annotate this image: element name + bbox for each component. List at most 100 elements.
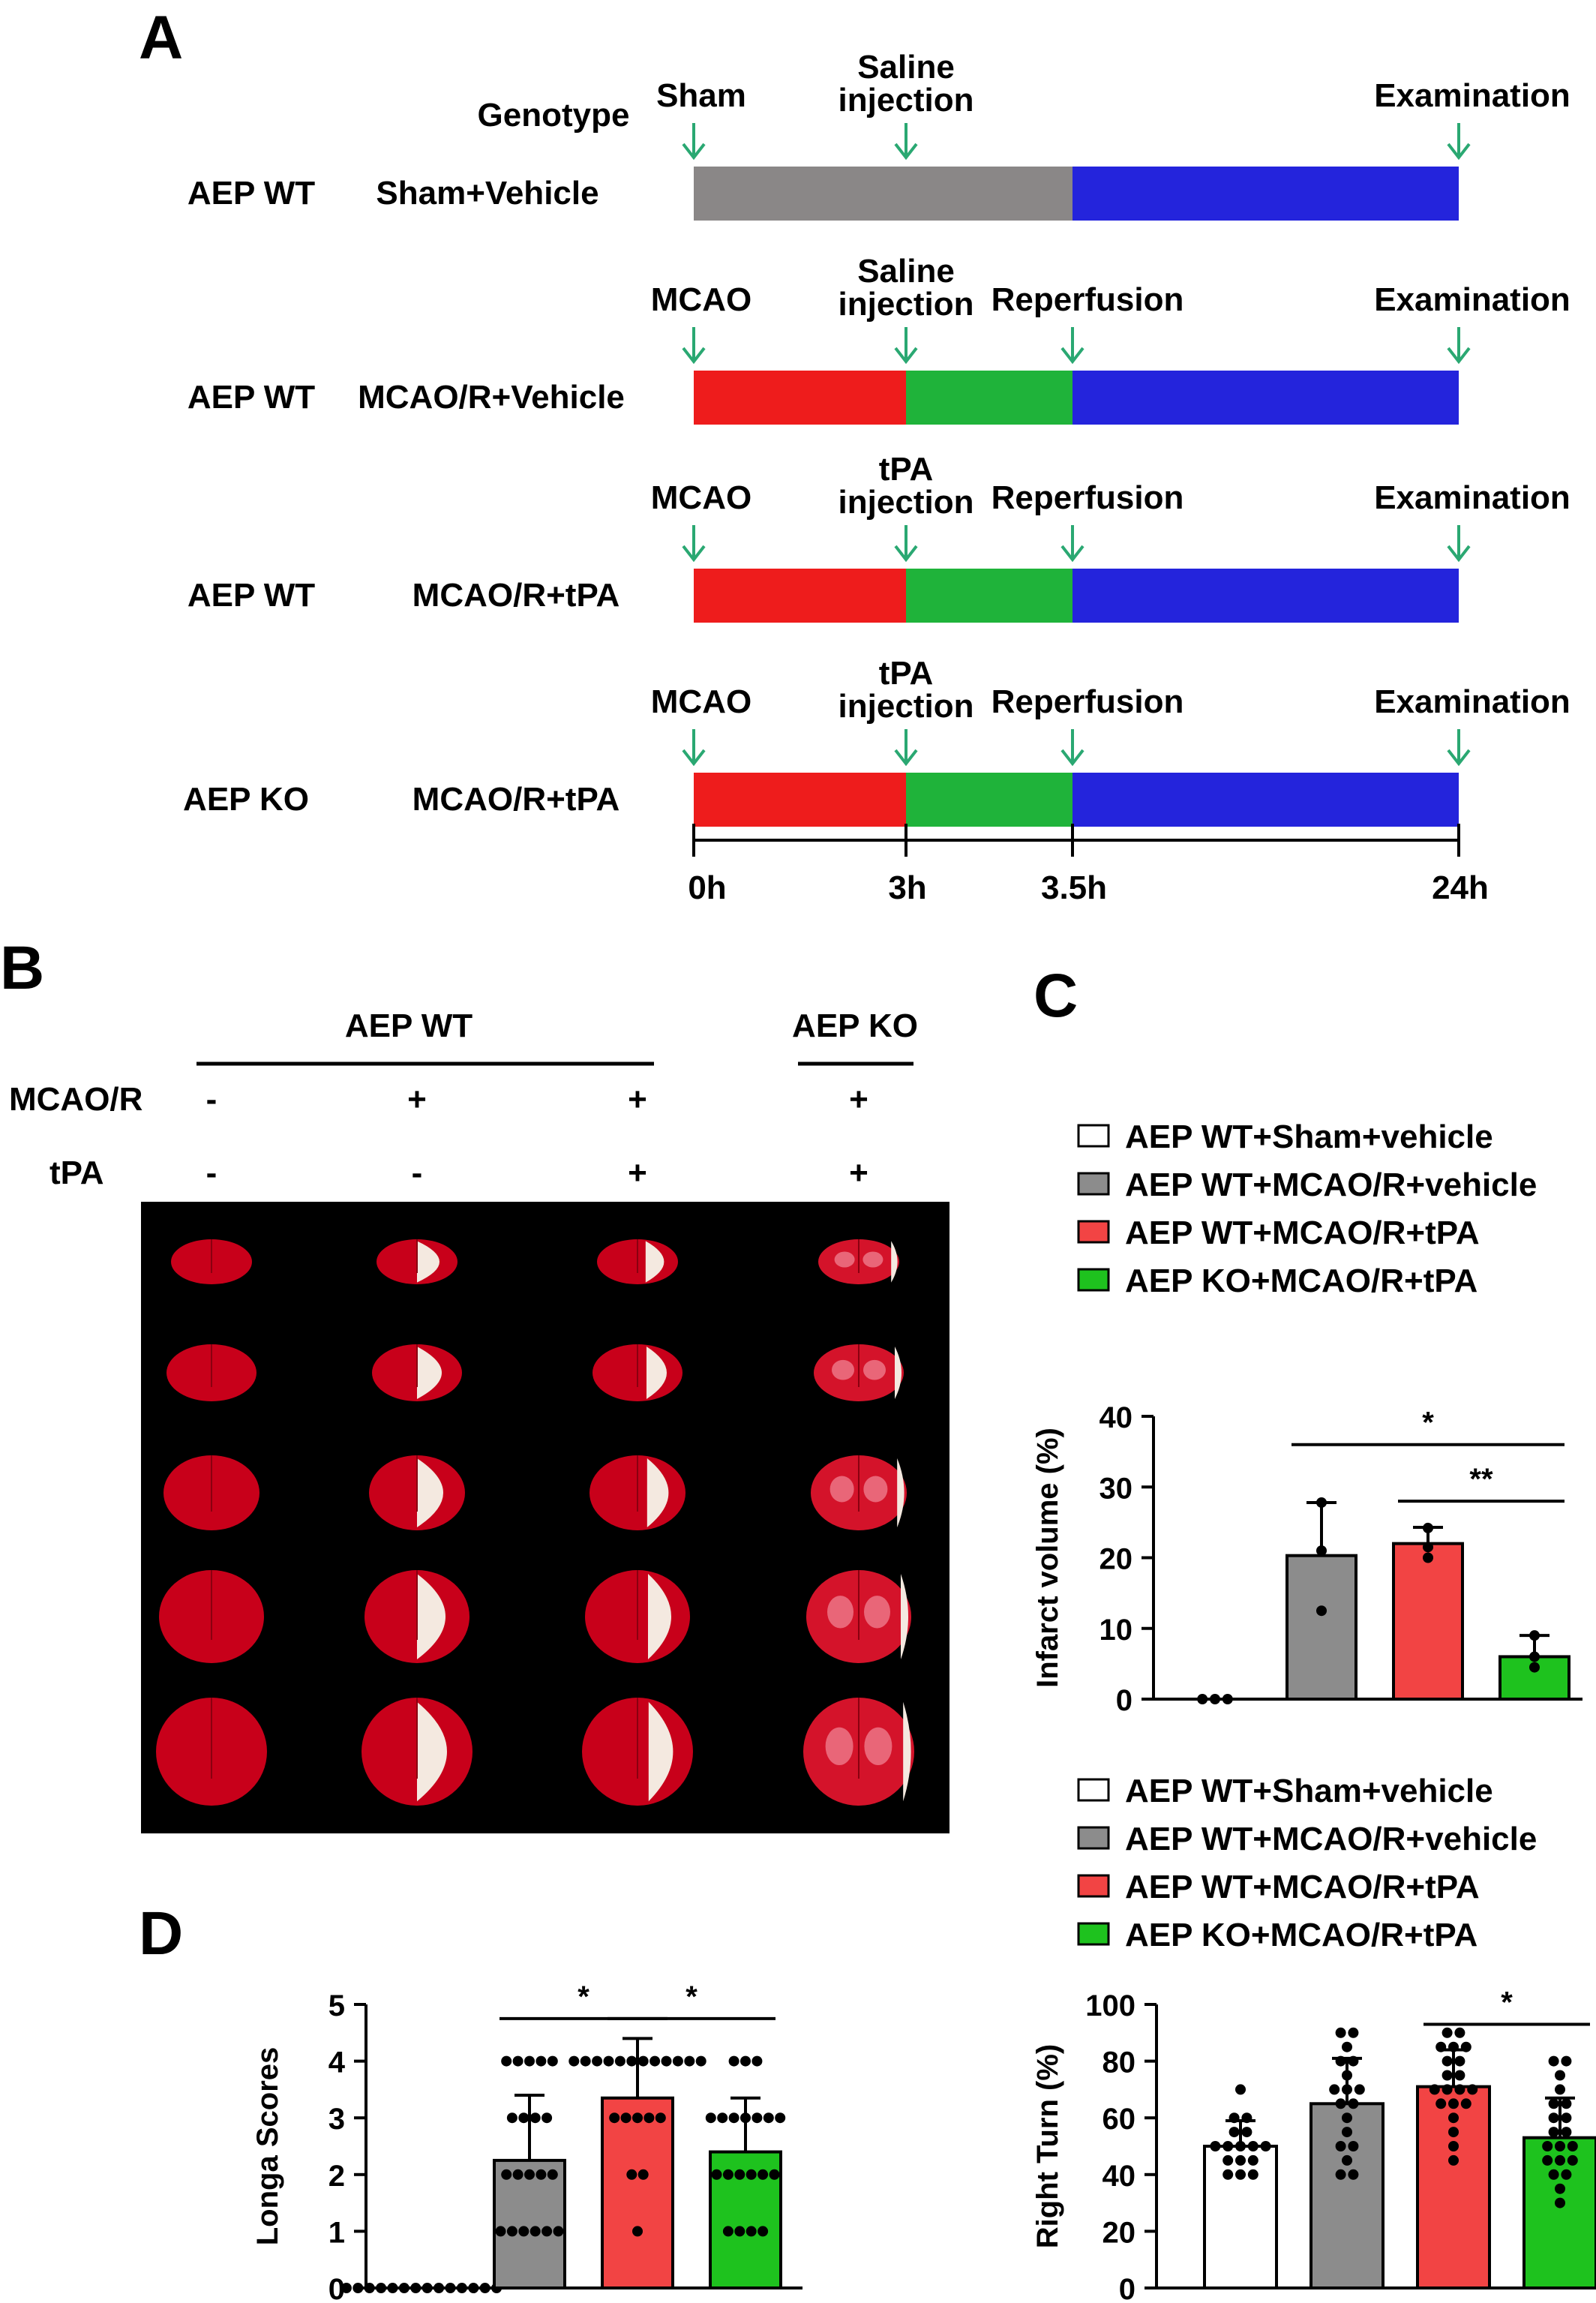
data-point [1316,1605,1327,1617]
data-point [684,2055,695,2067]
data-point [1247,2169,1258,2180]
event-label: injection [838,82,974,119]
data-point [705,2112,716,2124]
event-arrowhead [1447,749,1471,767]
y-tick-label: 100 [1085,1989,1136,2022]
data-point [1235,2141,1246,2151]
legend-label: AEP WT+Sham+vehicle [1125,1773,1493,1809]
event-label: Examination [1374,77,1570,114]
data-point [1561,2169,1572,2180]
panel-label-a: A [139,4,183,72]
row-group: MCAO/R+tPA [412,577,620,614]
data-point [580,2055,591,2067]
data-point [746,2169,757,2180]
data-point [468,2283,479,2293]
data-point [1548,2098,1559,2109]
data-point [752,2112,763,2124]
data-point [456,2283,467,2293]
mcao-sign: + [407,1081,427,1118]
legend-label: AEP WT+MCAO/R+tPA [1125,1869,1480,1905]
panel-label-d: D [139,1899,183,1968]
data-point [1548,2127,1559,2138]
data-point [1348,2169,1359,2180]
row-genotype: AEP WT [188,379,315,416]
data-point [1210,1694,1220,1704]
legend-swatch [1077,1922,1110,1946]
tpa-sign: - [412,1155,423,1191]
data-point [1423,1552,1433,1563]
infarct-region [417,1701,447,1802]
infarct-region [901,1573,908,1660]
y-tick-label: 30 [1100,1472,1133,1505]
infarct-region [895,1347,902,1399]
data-point [1555,2070,1565,2081]
significance-label: * [686,1980,698,2013]
event-arrowhead [1060,347,1084,365]
data-point [547,2169,558,2180]
data-point [422,2283,433,2293]
right-turn-chart: 0 20 40 60 80 100 Right Turn (%) * [1031,1986,1596,2303]
timeline-segment [694,371,906,425]
data-point [1442,2084,1453,2095]
data-point [1348,2027,1359,2038]
data-point [722,2226,734,2237]
data-point [1342,2041,1352,2052]
data-point [1454,2070,1466,2081]
data-point [1436,2098,1447,2109]
legend-swatch [1077,1778,1110,1802]
event-label: injection [838,484,974,521]
timeline-segment [906,569,1072,623]
y-tick-label: 4 [328,2046,346,2079]
event-arrowhead [1447,143,1471,161]
event-label: MCAO [651,281,752,318]
data-point [1548,2169,1559,2180]
data-point [1423,1542,1433,1553]
data-point [638,2169,649,2180]
infarct-region [891,1241,898,1283]
data-point [722,2169,734,2180]
data-point [530,2112,541,2124]
data-point [632,2226,643,2237]
timeline-segment [906,773,1072,827]
data-point [568,2055,580,2067]
y-tick-label: 1 [328,2216,345,2249]
time-axis-label: 24h [1432,869,1489,906]
data-point [740,2112,751,2124]
data-point [752,2055,763,2067]
event-arrowhead [1060,749,1084,767]
legend-swatch [1077,1220,1110,1244]
timeline-segment [906,371,1072,425]
event-arrowhead [894,347,918,365]
row-genotype: AEP WT [188,577,315,614]
data-point [536,2169,547,2180]
mcao-sign: - [206,1081,218,1118]
row-genotype: AEP WT [188,175,315,212]
event-arrowhead [894,749,918,767]
data-point [1354,2084,1365,2095]
data-point [376,2283,387,2293]
legend-label: AEP KO+MCAO/R+tPA [1125,1263,1478,1299]
data-point [530,2226,541,2237]
data-point [1429,2084,1440,2095]
pale-region [863,1359,886,1380]
data-point [1448,2098,1459,2109]
data-point [1454,2027,1466,2038]
y-tick-label: 0 [1119,2273,1136,2303]
data-point [506,2112,518,2124]
data-point [1561,2055,1572,2067]
data-point [1342,2070,1352,2081]
data-point [1561,2112,1572,2124]
pale-region [864,1727,892,1765]
data-point [479,2283,490,2293]
y-tick-label: 40 [1100,1401,1133,1434]
event-arrowhead [894,545,918,563]
data-point [1448,2141,1459,2151]
data-point [661,2055,672,2067]
data-point [1442,2055,1453,2067]
infarct-region [646,1458,669,1527]
legend-swatch [1077,1172,1110,1196]
row-group: Sham+Vehicle [376,175,598,212]
data-point [501,2055,512,2067]
data-point [632,2112,643,2124]
mcao-sign: + [849,1081,868,1118]
